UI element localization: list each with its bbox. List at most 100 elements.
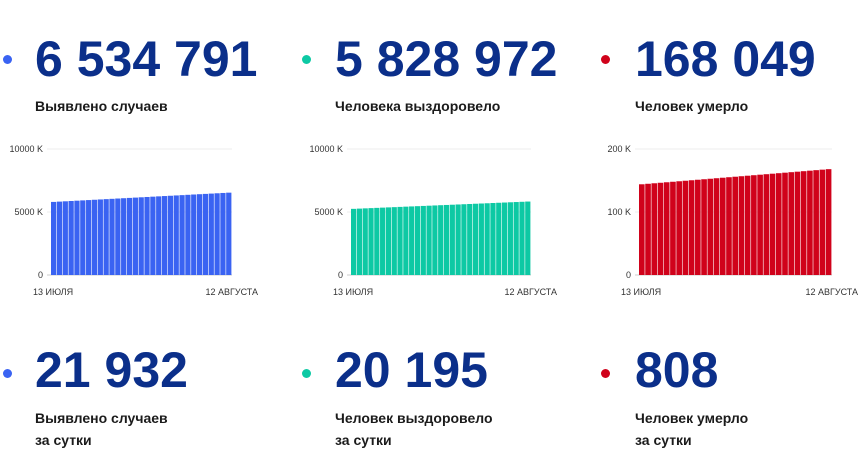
bar bbox=[819, 169, 826, 275]
bar bbox=[391, 207, 397, 275]
x-start-label: 13 ИЮЛЯ bbox=[33, 287, 73, 297]
bar bbox=[403, 206, 409, 275]
cases-bar-chart: 0 5000 K 10000 K 13 ИЮЛЯ 12 АВГУСТА bbox=[9, 144, 258, 297]
bar bbox=[707, 178, 714, 275]
bar bbox=[472, 203, 479, 275]
bar bbox=[800, 171, 807, 275]
bar bbox=[478, 203, 484, 275]
daily-deaths-value: 808 bbox=[635, 342, 719, 398]
bar bbox=[121, 198, 127, 275]
bar bbox=[62, 201, 68, 275]
x-start-label: 13 ИЮЛЯ bbox=[333, 287, 373, 297]
bar bbox=[519, 201, 525, 275]
bar bbox=[513, 202, 519, 275]
daily-deaths-label-line2: за сутки bbox=[635, 432, 692, 448]
daily-cases-label-line2: за сутки bbox=[35, 432, 92, 448]
bar bbox=[682, 180, 689, 275]
bar bbox=[226, 192, 232, 275]
bar bbox=[156, 196, 162, 275]
bar bbox=[807, 170, 813, 275]
dot-deaths-icon bbox=[601, 55, 610, 64]
y-tick-label: 10000 K bbox=[9, 144, 43, 154]
y-tick-label: 100 K bbox=[607, 207, 631, 217]
bar bbox=[179, 195, 185, 275]
bar bbox=[132, 197, 138, 275]
bar bbox=[173, 195, 179, 275]
bar bbox=[356, 208, 363, 275]
bar bbox=[484, 203, 490, 275]
bar bbox=[639, 184, 645, 275]
deaths-bar-chart: 0 100 K 200 K 13 ИЮЛЯ 12 АВГУСТА bbox=[607, 144, 858, 297]
dot-daily-deaths-icon bbox=[601, 369, 610, 378]
x-end-label: 12 АВГУСТА bbox=[805, 287, 858, 297]
y-tick-label: 0 bbox=[338, 270, 343, 280]
bar bbox=[185, 194, 191, 275]
bar bbox=[144, 196, 150, 275]
bar bbox=[788, 172, 795, 275]
bar bbox=[744, 175, 751, 275]
bar bbox=[103, 199, 109, 275]
bar bbox=[713, 178, 720, 275]
total-cases-value: 6 534 791 bbox=[35, 31, 258, 87]
bar bbox=[409, 206, 415, 275]
bar bbox=[115, 198, 121, 275]
bar bbox=[467, 203, 473, 275]
bar bbox=[732, 176, 739, 275]
bar bbox=[688, 180, 695, 275]
bar bbox=[420, 205, 426, 275]
bar bbox=[97, 199, 103, 275]
bar bbox=[362, 208, 368, 275]
bar bbox=[645, 183, 651, 275]
bar bbox=[670, 181, 676, 275]
y-tick-label: 10000 K bbox=[309, 144, 343, 154]
bar bbox=[414, 206, 421, 275]
y-tick-label: 5000 K bbox=[314, 207, 343, 217]
bar bbox=[214, 193, 220, 275]
bar bbox=[501, 202, 508, 275]
recovered-bar-chart: 0 5000 K 10000 K 13 ИЮЛЯ 12 АВГУСТА bbox=[309, 144, 557, 297]
total-deaths-value: 168 049 bbox=[635, 31, 816, 87]
bar bbox=[738, 176, 745, 275]
y-tick-label: 5000 K bbox=[14, 207, 43, 217]
x-start-label: 13 ИЮЛЯ bbox=[621, 287, 661, 297]
total-recovered-value: 5 828 972 bbox=[335, 31, 558, 87]
bar bbox=[202, 193, 209, 275]
total-cases-label: Выявлено случаев bbox=[35, 98, 168, 114]
bar bbox=[150, 196, 156, 275]
bar bbox=[443, 204, 450, 275]
bar bbox=[525, 201, 531, 275]
bar bbox=[726, 177, 732, 275]
bar bbox=[496, 202, 502, 275]
bar bbox=[191, 194, 197, 275]
daily-recovered-label-line2: за сутки bbox=[335, 432, 392, 448]
bar bbox=[782, 172, 788, 275]
bar bbox=[385, 207, 392, 275]
bar bbox=[74, 200, 80, 275]
bar bbox=[138, 197, 144, 275]
bar bbox=[109, 198, 115, 275]
bar bbox=[80, 200, 86, 275]
y-tick-label: 200 K bbox=[607, 144, 631, 154]
bar bbox=[126, 197, 133, 275]
dot-recovered-icon bbox=[302, 55, 311, 64]
bar bbox=[220, 192, 226, 275]
bar bbox=[91, 199, 98, 275]
bar bbox=[794, 171, 801, 275]
bar bbox=[825, 169, 832, 275]
bar bbox=[775, 173, 782, 275]
bar bbox=[676, 181, 682, 275]
bar bbox=[507, 202, 513, 275]
daily-recovered-value: 20 195 bbox=[335, 342, 488, 398]
bar bbox=[657, 182, 664, 275]
bar bbox=[449, 204, 455, 275]
bar bbox=[461, 204, 467, 275]
bar bbox=[757, 174, 763, 275]
bar bbox=[455, 204, 461, 275]
bar bbox=[651, 183, 658, 275]
bar bbox=[426, 205, 432, 275]
bar bbox=[438, 205, 444, 275]
bar bbox=[208, 193, 214, 275]
bar bbox=[86, 200, 92, 275]
daily-deaths-label-line1: Человек умерло bbox=[635, 410, 749, 426]
bar bbox=[167, 195, 174, 275]
